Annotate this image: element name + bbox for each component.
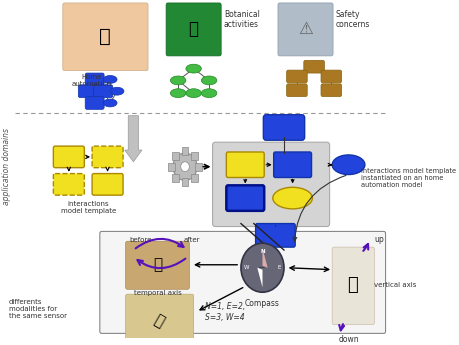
Text: 📱: 📱 [151, 312, 167, 329]
Text: Botanical
activities: Botanical activities [223, 10, 259, 29]
FancyBboxPatch shape [85, 73, 104, 86]
Text: N=1, E=2,
S=3, W=4: N=1, E=2, S=3, W=4 [204, 302, 245, 322]
FancyBboxPatch shape [191, 152, 198, 159]
Ellipse shape [331, 155, 364, 175]
FancyBboxPatch shape [255, 224, 295, 247]
Text: after: after [183, 237, 199, 243]
Ellipse shape [170, 76, 185, 85]
FancyBboxPatch shape [94, 85, 112, 98]
FancyBboxPatch shape [78, 85, 97, 98]
Ellipse shape [103, 76, 117, 83]
Text: E: E [276, 265, 280, 270]
FancyBboxPatch shape [125, 241, 189, 289]
Ellipse shape [201, 89, 216, 98]
Circle shape [180, 162, 189, 171]
Text: temporal axis: temporal axis [133, 290, 181, 296]
Ellipse shape [201, 76, 216, 85]
Text: 🏠: 🏠 [99, 27, 111, 46]
FancyBboxPatch shape [92, 174, 123, 195]
FancyArrowPatch shape [292, 175, 345, 241]
Ellipse shape [110, 87, 123, 95]
FancyBboxPatch shape [212, 142, 329, 227]
Text: N: N [260, 248, 264, 254]
Text: differents
modalities for
the same sensor: differents modalities for the same senso… [9, 299, 67, 319]
FancyBboxPatch shape [92, 146, 123, 168]
FancyBboxPatch shape [303, 60, 324, 73]
FancyBboxPatch shape [53, 174, 84, 195]
Text: ⚠: ⚠ [297, 20, 312, 38]
Text: 🌿: 🌿 [188, 20, 198, 38]
FancyBboxPatch shape [286, 70, 307, 83]
FancyBboxPatch shape [273, 152, 311, 177]
Ellipse shape [103, 99, 117, 107]
Text: interactions
model template: interactions model template [61, 201, 116, 214]
FancyBboxPatch shape [277, 3, 332, 56]
FancyBboxPatch shape [286, 84, 307, 97]
Text: 📱: 📱 [347, 276, 358, 294]
FancyBboxPatch shape [191, 174, 198, 182]
FancyBboxPatch shape [85, 97, 104, 109]
FancyBboxPatch shape [125, 294, 193, 345]
FancyBboxPatch shape [181, 147, 188, 155]
FancyBboxPatch shape [226, 185, 263, 211]
FancyBboxPatch shape [172, 152, 179, 159]
FancyBboxPatch shape [63, 3, 148, 71]
Text: interactions model template
instantiated on an home
automation model: interactions model template instantiated… [361, 168, 456, 188]
Ellipse shape [170, 89, 185, 98]
Ellipse shape [185, 89, 201, 98]
FancyArrow shape [124, 116, 142, 162]
Text: application domains: application domains [2, 128, 11, 205]
Polygon shape [262, 248, 267, 268]
Ellipse shape [185, 64, 201, 73]
Text: before: before [129, 237, 151, 243]
FancyBboxPatch shape [181, 178, 188, 186]
FancyBboxPatch shape [166, 3, 221, 56]
Text: down: down [337, 335, 358, 344]
Text: Safety
concerns: Safety concerns [335, 10, 369, 29]
FancyArrowPatch shape [135, 239, 183, 248]
FancyArrowPatch shape [338, 324, 343, 330]
Ellipse shape [272, 187, 312, 209]
Text: 📟: 📟 [152, 257, 162, 272]
FancyBboxPatch shape [320, 70, 341, 83]
Text: vertical axis: vertical axis [374, 282, 416, 288]
FancyBboxPatch shape [53, 146, 84, 168]
FancyArrowPatch shape [363, 244, 367, 251]
Text: Compass: Compass [259, 267, 265, 268]
Text: W: W [243, 265, 248, 270]
Text: Home
automation: Home automation [72, 73, 112, 87]
FancyBboxPatch shape [331, 247, 374, 325]
Circle shape [241, 243, 283, 292]
FancyBboxPatch shape [263, 115, 304, 140]
FancyBboxPatch shape [100, 231, 385, 333]
FancyBboxPatch shape [195, 163, 202, 171]
Polygon shape [257, 268, 262, 287]
FancyBboxPatch shape [172, 174, 179, 182]
FancyBboxPatch shape [168, 163, 174, 171]
Text: Compass: Compass [245, 299, 280, 308]
FancyBboxPatch shape [320, 84, 341, 97]
FancyBboxPatch shape [226, 152, 263, 177]
FancyArrowPatch shape [137, 259, 185, 268]
Circle shape [173, 153, 196, 180]
Text: up: up [374, 235, 383, 244]
